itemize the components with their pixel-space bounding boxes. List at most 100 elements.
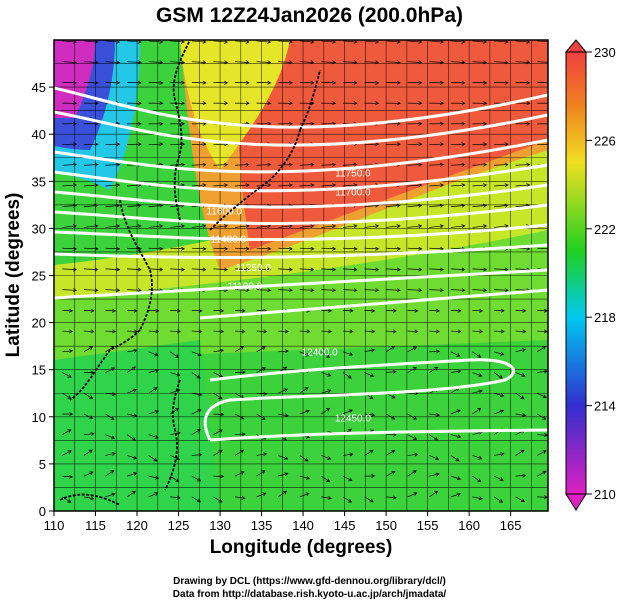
wind-arrow-head: [504, 224, 509, 229]
wind-arrow-head: [483, 40, 488, 44]
wind-arrow: [83, 433, 94, 436]
wind-arrow: [321, 455, 331, 460]
wind-arrow-head: [461, 121, 466, 126]
wind-arrow-head: [418, 183, 423, 188]
wind-arrow-head: [94, 224, 99, 229]
wind-arrow-head: [310, 121, 315, 126]
wind-arrow: [105, 470, 114, 477]
colorbar-bottom-arrow: [565, 493, 587, 511]
wind-arrow-head: [461, 183, 466, 188]
wind-arrow-head: [133, 308, 138, 313]
wind-arrow-head: [224, 183, 229, 188]
wind-arrow-head: [224, 267, 229, 272]
wind-arrow-head: [202, 142, 207, 147]
wind-arrow: [407, 413, 417, 420]
wind-arrow: [278, 247, 293, 250]
wind-arrow-head: [72, 183, 77, 188]
wind-arrow-head: [218, 373, 224, 378]
wind-arrow-head: [94, 80, 99, 85]
wind-arrow: [493, 225, 508, 228]
wind-arrow-head: [223, 224, 229, 229]
wind-arrow: [321, 289, 336, 291]
wind-arrow-head: [304, 457, 309, 462]
wind-arrow: [191, 61, 206, 63]
wind-arrow-head: [370, 373, 375, 378]
wind-arrow: [191, 351, 202, 356]
wind-arrow-head: [478, 496, 483, 501]
wind-arrow: [493, 372, 503, 379]
wind-arrow-head: [67, 499, 72, 503]
wind-arrow: [299, 455, 309, 462]
wind-arrow-head: [369, 498, 374, 503]
wind-arrow: [493, 392, 504, 397]
wind-arrow: [364, 496, 374, 503]
wind-arrow: [386, 268, 401, 270]
wind-arrow: [62, 372, 72, 378]
wind-arrow-head: [220, 329, 225, 334]
wind-arrow: [515, 475, 526, 477]
wind-arrow-head: [478, 455, 483, 460]
wind-arrow: [364, 372, 374, 377]
wind-arrow: [278, 455, 288, 460]
wind-arrow-head: [90, 308, 95, 313]
wind-arrow: [429, 366, 438, 373]
wind-arrow: [170, 268, 185, 270]
wind-arrow: [364, 61, 379, 63]
wind-arrow: [148, 268, 163, 270]
wind-arrow-head: [396, 288, 401, 293]
wind-arrow-head: [159, 267, 164, 272]
wind-arrow-head: [219, 348, 225, 353]
y-tick-label: 25: [32, 269, 46, 284]
x-tick-label: 160: [458, 518, 480, 533]
contour-label: 11750.0: [335, 169, 371, 180]
wind-arrow: [472, 431, 483, 436]
wind-arrow-head: [461, 162, 466, 167]
wind-arrow-head: [73, 101, 78, 106]
wind-arrow-head: [196, 374, 201, 379]
wind-arrow-head: [267, 60, 272, 65]
wind-arrow-head: [112, 308, 117, 313]
wind-arrow-head: [499, 477, 504, 481]
wind-arrow: [429, 225, 444, 228]
wind-arrow: [450, 225, 465, 228]
wind-arrow: [191, 409, 202, 415]
wind-arrow-head: [241, 329, 246, 334]
wind-arrow-head: [439, 224, 444, 229]
wind-arrow-head: [327, 495, 332, 500]
wind-arrow-head: [245, 101, 250, 106]
wind-arrow-head: [478, 373, 483, 377]
wind-arrow-head: [434, 456, 440, 460]
wind-arrow-head: [461, 203, 466, 208]
wind-arrow: [364, 289, 379, 291]
wind-arrow-head: [94, 60, 99, 65]
wind-arrow-head: [332, 60, 337, 65]
wind-arrow-head: [282, 490, 288, 495]
wind-arrow-head: [440, 121, 445, 126]
wind-arrow: [277, 490, 287, 498]
wind-arrow: [537, 392, 547, 398]
wind-arrow-head: [245, 288, 250, 293]
wind-arrow: [148, 369, 159, 373]
wind-arrow: [450, 247, 465, 250]
colorbar-tick-label: 230: [594, 45, 616, 60]
wind-arrow-head: [375, 60, 380, 65]
wind-arrow-head: [347, 498, 353, 503]
wind-arrow-head: [504, 40, 509, 44]
wind-arrow-head: [72, 246, 78, 251]
wind-arrow-head: [137, 224, 142, 229]
wind-arrow: [429, 490, 438, 498]
wind-arrow: [493, 205, 509, 208]
x-axis-label: Longitude (degrees): [210, 537, 393, 558]
wind-arrow: [62, 164, 77, 166]
wind-arrow-head: [263, 391, 268, 396]
wind-arrow: [62, 61, 77, 63]
wind-arrow-head: [174, 354, 180, 358]
wind-arrow: [472, 61, 487, 63]
wind-arrow: [170, 389, 180, 394]
wind-arrow: [321, 408, 330, 415]
wind-arrow: [62, 205, 77, 208]
wind-arrow: [364, 225, 379, 228]
wind-arrow: [213, 164, 228, 166]
wind-arrow: [83, 164, 98, 166]
wind-arrow: [126, 490, 136, 498]
